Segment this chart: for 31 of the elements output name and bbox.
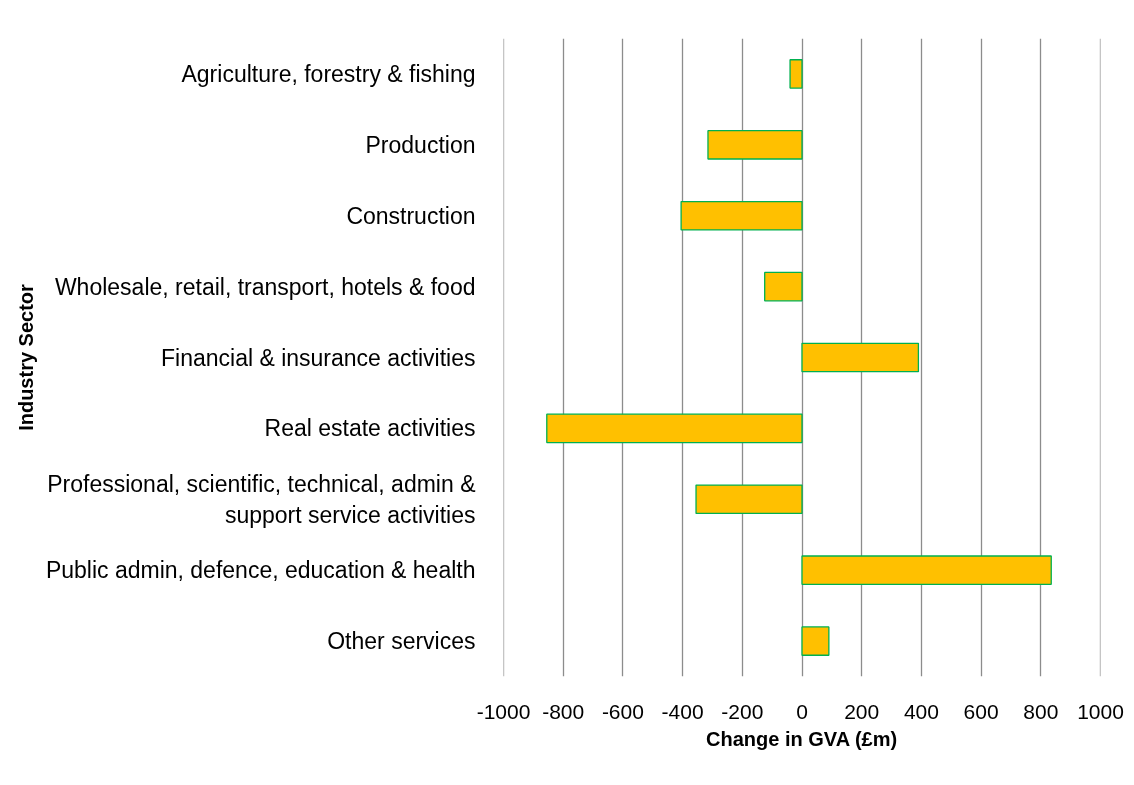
y-tick-label: Professional, scientific, technical, admin & support service activities (47, 470, 476, 528)
y-tick-label: Real estate activities (264, 415, 476, 442)
bar (789, 59, 803, 89)
bar (764, 271, 803, 302)
y-tick-label: Production (365, 131, 476, 158)
x-tick-label: 200 (844, 699, 880, 723)
x-tick-label: -400 (661, 699, 704, 723)
x-tick-label: -1000 (476, 699, 531, 723)
bar (707, 130, 803, 160)
y-tick-label: Construction (346, 202, 476, 229)
y-tick-label: Financial & insurance activities (161, 344, 476, 371)
x-tick-label: 600 (963, 699, 999, 723)
x-tick-label: -200 (721, 699, 764, 723)
y-tick-label: Wholesale, retail, transport, hotels & food (54, 273, 476, 300)
x-tick-label: 1000 (1077, 699, 1124, 723)
x-tick-label: -600 (601, 699, 644, 723)
bar (695, 484, 803, 515)
bar (801, 342, 920, 373)
x-tick-label: 800 (1023, 699, 1059, 723)
x-tick-label: 0 (796, 699, 808, 723)
bar (801, 555, 1052, 585)
y-tick-label: Agriculture, forestry & fishing (181, 60, 476, 87)
bar (801, 626, 830, 656)
y-axis-title: Industry Sector (14, 283, 37, 431)
bar (680, 200, 803, 231)
x-axis-title: Change in GVA (£m) (706, 727, 898, 750)
y-tick-label: Other services (327, 628, 476, 655)
x-tick-label: -800 (542, 699, 585, 723)
x-tick-label: 400 (903, 699, 939, 723)
y-tick-label: Public admin, defence, education & health (45, 557, 476, 584)
bar (546, 413, 803, 444)
